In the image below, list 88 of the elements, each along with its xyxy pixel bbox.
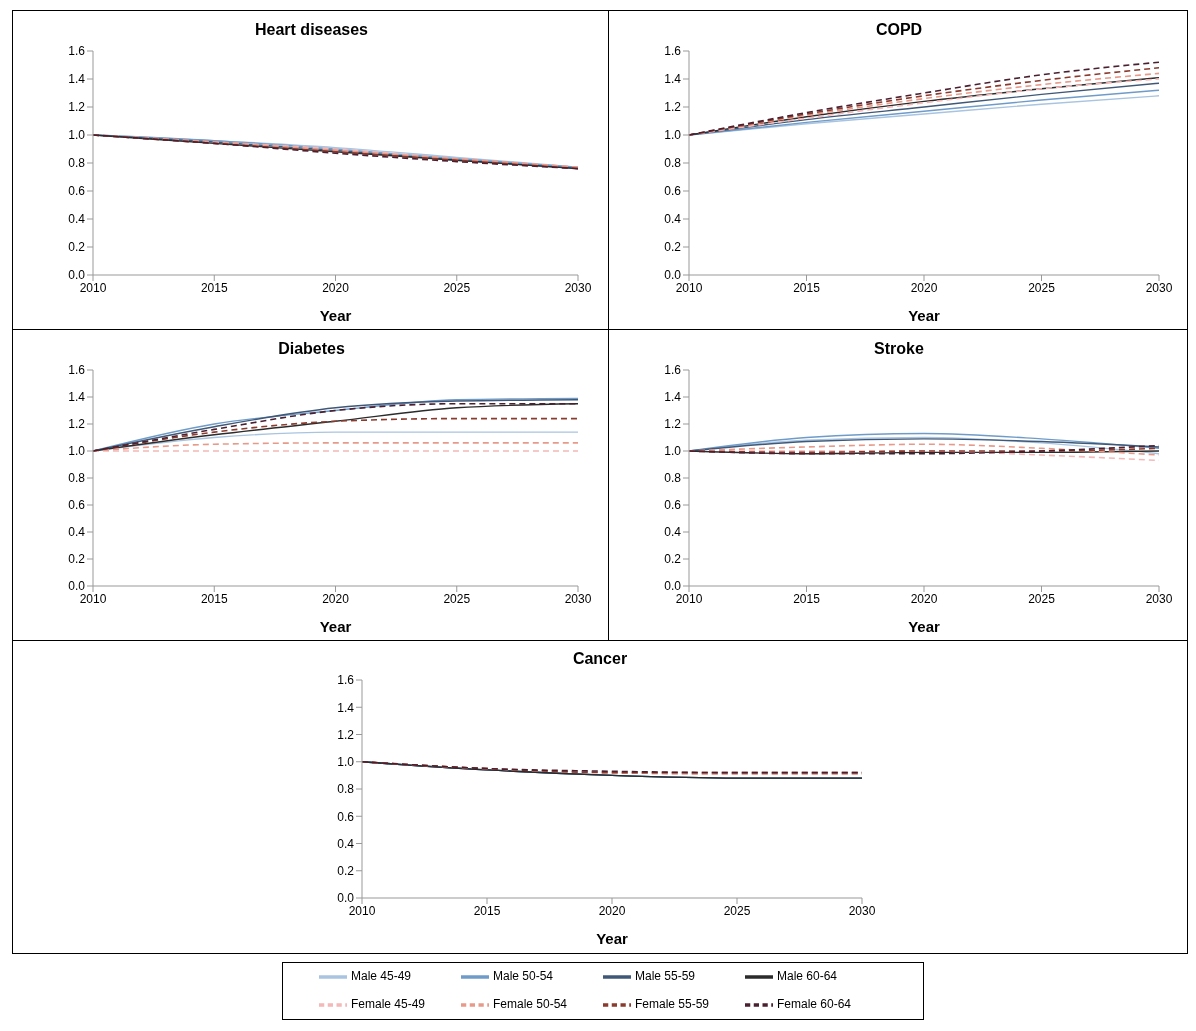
y-tick-label: 1.2 <box>337 727 355 742</box>
x-tick-label: 2010 <box>675 591 703 606</box>
y-tick-label: 1.4 <box>68 72 86 87</box>
x-tick-label: 2030 <box>1145 280 1173 295</box>
x-tick-label: 2025 <box>1028 280 1056 295</box>
x-tick-label: 2030 <box>564 280 592 295</box>
y-tick-label: 0.4 <box>337 836 355 851</box>
x-tick-label: 2015 <box>793 591 821 606</box>
y-tick-label: 1.6 <box>68 44 86 59</box>
legend-label: Male 45-49 <box>351 969 413 984</box>
y-tick-label: 0.6 <box>664 498 682 513</box>
y-tick-label: 0.8 <box>68 471 86 486</box>
y-tick-label: 0.8 <box>68 156 86 171</box>
y-tick-label: 0.4 <box>68 212 86 227</box>
x-axis-title: Year <box>596 930 629 947</box>
y-tick-label: 1.0 <box>337 755 355 770</box>
y-tick-label: 0.4 <box>664 212 682 227</box>
x-axis-title: Year <box>908 618 941 635</box>
legend-label: Female 55-59 <box>635 997 711 1012</box>
chart-title: Diabetes <box>277 340 346 358</box>
y-tick-label: 0.4 <box>664 525 682 540</box>
y-tick-label: 0.8 <box>664 156 682 171</box>
y-tick-label: 1.0 <box>68 444 86 459</box>
y-tick-label: 0.2 <box>68 552 86 567</box>
legend-label: Female 45-49 <box>351 997 427 1012</box>
y-tick-label: 1.6 <box>664 44 682 59</box>
x-axis-title: Year <box>908 307 941 324</box>
x-tick-label: 2030 <box>1145 591 1173 606</box>
y-tick-label: 0.6 <box>664 184 682 199</box>
x-tick-label: 2015 <box>200 280 228 295</box>
x-tick-label: 2010 <box>79 591 107 606</box>
y-tick-label: 0.6 <box>68 184 86 199</box>
x-tick-label: 2020 <box>322 280 350 295</box>
x-tick-label: 2030 <box>564 591 592 606</box>
y-tick-label: 0.8 <box>337 782 355 797</box>
y-tick-label: 1.4 <box>337 700 355 715</box>
x-tick-label: 2030 <box>848 903 876 918</box>
x-tick-label: 2025 <box>443 280 471 295</box>
y-tick-label: 1.6 <box>664 363 682 378</box>
y-tick-label: 0.2 <box>664 240 682 255</box>
chart-title: Stroke <box>873 340 925 358</box>
y-tick-label: 0.2 <box>337 864 355 879</box>
x-tick-label: 2020 <box>322 591 350 606</box>
x-tick-label: 2020 <box>598 903 626 918</box>
legend-label: Male 50-54 <box>493 969 555 984</box>
y-tick-label: 0.6 <box>68 498 86 513</box>
y-tick-label: 0.0 <box>68 579 86 594</box>
chart-title: COPD <box>874 21 924 39</box>
x-tick-label: 2015 <box>200 591 228 606</box>
y-tick-label: 1.0 <box>664 128 682 143</box>
legend-label: Male 60-64 <box>777 969 839 984</box>
y-tick-label: 0.2 <box>664 552 682 567</box>
chart-title: Cancer <box>571 650 629 668</box>
legend-label: Female 60-64 <box>777 997 853 1012</box>
y-tick-label: 1.4 <box>664 390 682 405</box>
y-tick-label: 0.4 <box>68 525 86 540</box>
y-tick-label: 0.2 <box>68 240 86 255</box>
y-tick-label: 0.0 <box>664 579 682 594</box>
y-tick-label: 0.8 <box>664 471 682 486</box>
y-tick-label: 1.4 <box>68 390 86 405</box>
x-tick-label: 2020 <box>910 280 938 295</box>
x-tick-label: 2025 <box>1028 591 1056 606</box>
x-tick-label: 2010 <box>79 280 107 295</box>
y-tick-label: 1.0 <box>664 444 682 459</box>
y-tick-label: 0.0 <box>664 268 682 283</box>
x-tick-label: 2015 <box>473 903 501 918</box>
legend-label: Male 55-59 <box>635 969 697 984</box>
y-tick-label: 1.0 <box>68 128 86 143</box>
x-axis-title: Year <box>319 618 352 635</box>
y-tick-label: 1.2 <box>664 417 682 432</box>
legend-label: Female 50-54 <box>493 997 569 1012</box>
y-tick-label: 0.6 <box>337 809 355 824</box>
y-tick-label: 1.6 <box>337 673 355 688</box>
x-tick-label: 2010 <box>675 280 703 295</box>
y-tick-label: 1.2 <box>664 100 682 115</box>
y-tick-label: 1.2 <box>68 100 86 115</box>
x-tick-label: 2025 <box>443 591 471 606</box>
x-tick-label: 2020 <box>910 591 938 606</box>
y-tick-label: 0.0 <box>68 268 86 283</box>
x-tick-label: 2010 <box>348 903 376 918</box>
y-tick-label: 0.0 <box>337 891 355 906</box>
y-tick-label: 1.6 <box>68 363 86 378</box>
x-tick-label: 2015 <box>793 280 821 295</box>
y-tick-label: 1.4 <box>664 72 682 87</box>
chart-title: Heart diseases <box>254 21 369 39</box>
x-axis-title: Year <box>319 307 352 324</box>
y-tick-label: 1.2 <box>68 417 86 432</box>
x-tick-label: 2025 <box>723 903 751 918</box>
